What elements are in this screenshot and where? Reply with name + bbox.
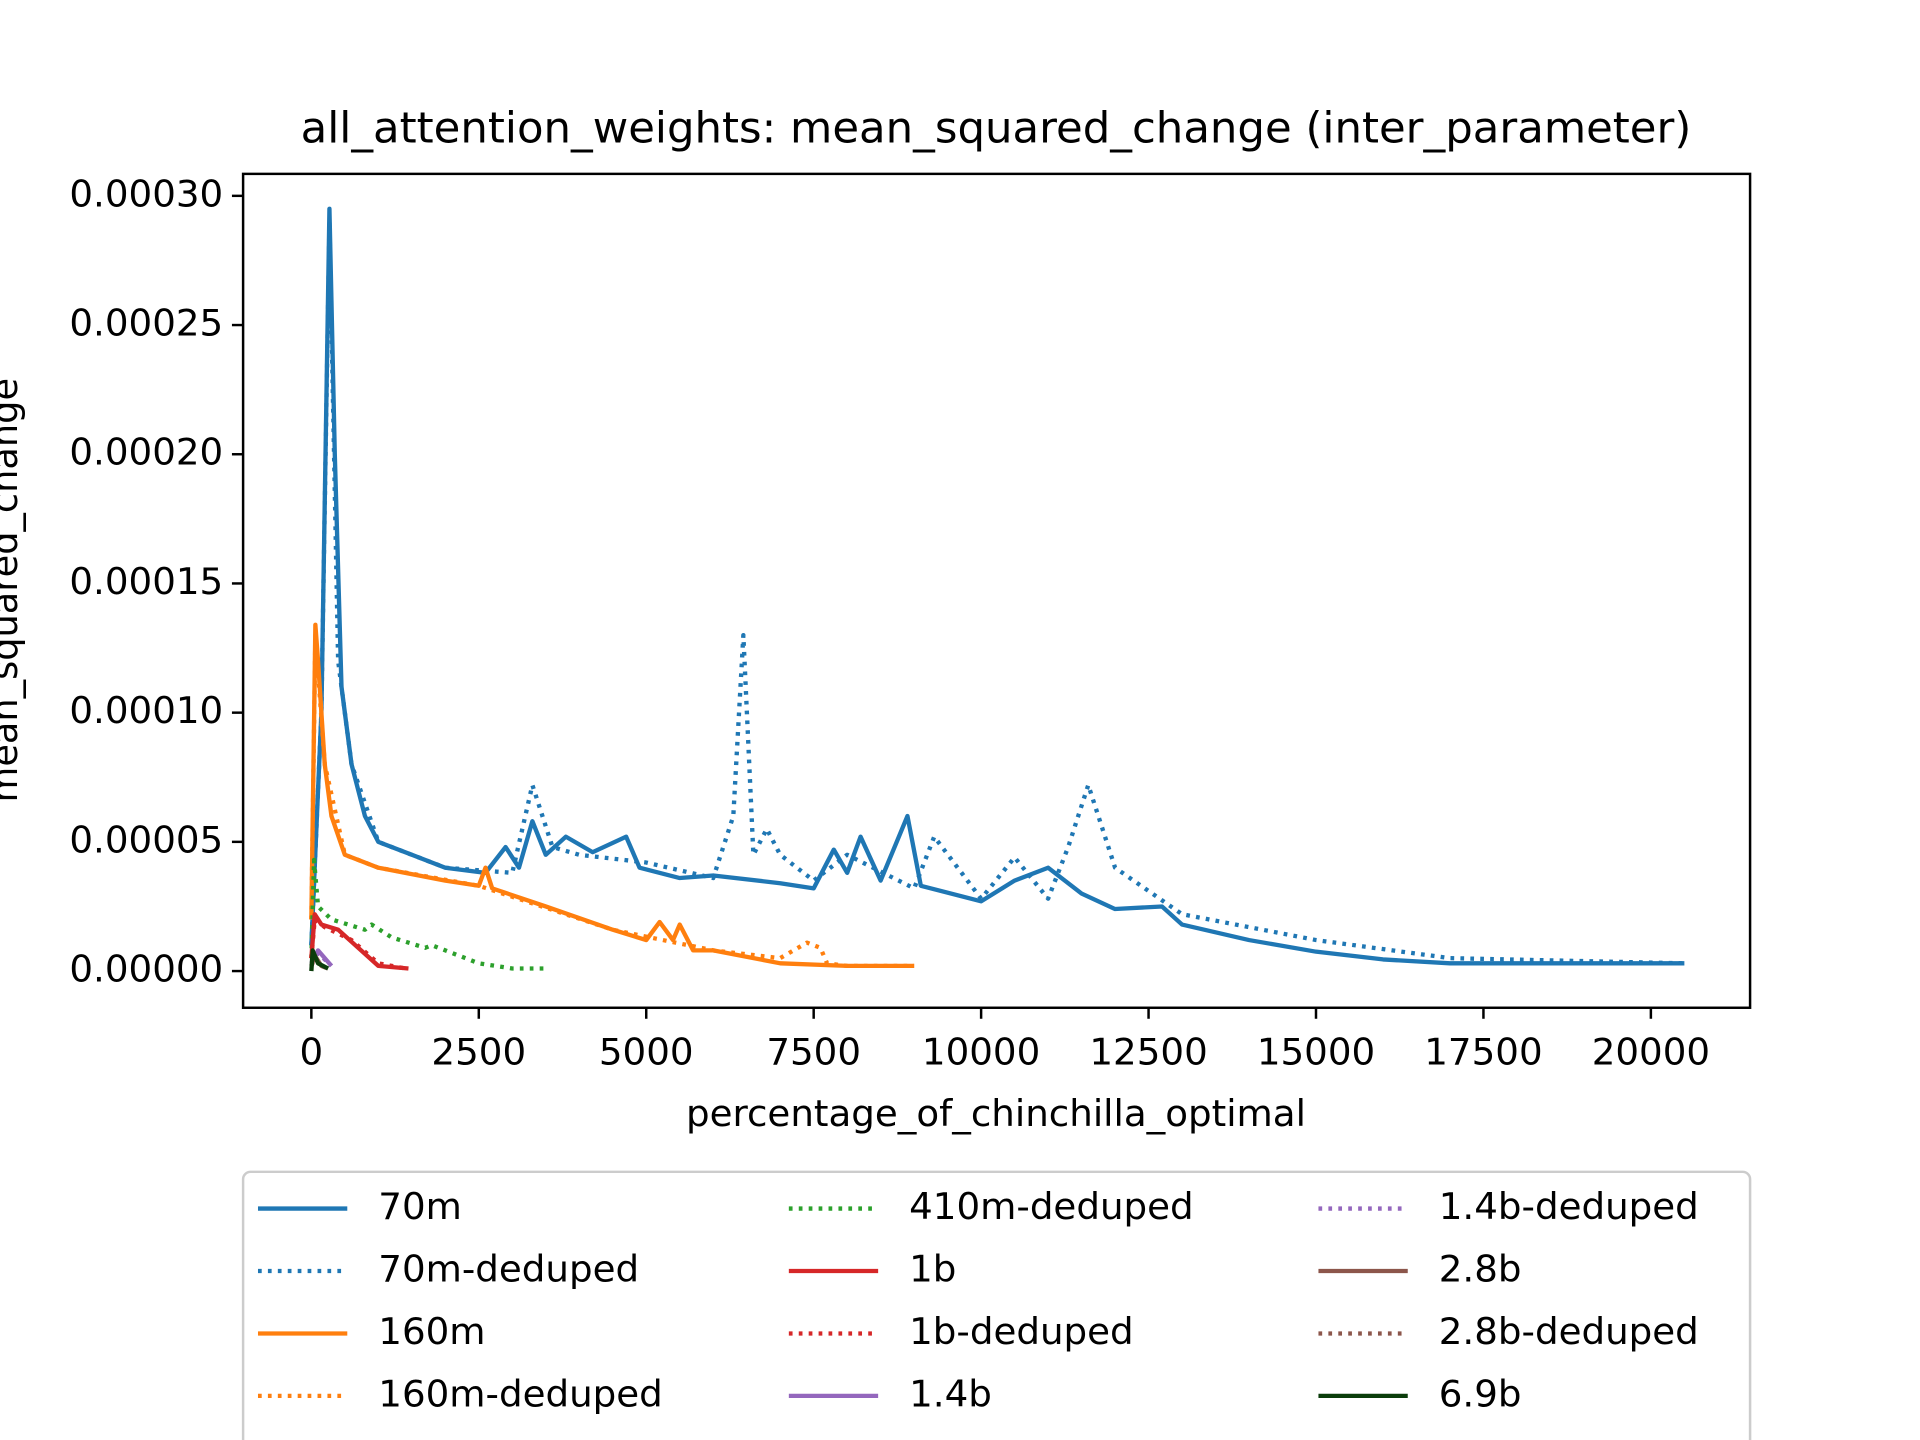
legend-box <box>241 1170 1752 1440</box>
legend-label: 70m-deduped <box>378 1248 639 1291</box>
y-tick-label: 0.00025 <box>69 302 223 345</box>
legend-label: 2.8b-deduped <box>1439 1310 1699 1353</box>
series-line <box>309 219 1685 966</box>
y-tick-label: 0.00005 <box>69 819 223 862</box>
x-tick-label: 17500 <box>1424 1031 1542 1074</box>
series-line <box>309 912 409 971</box>
y-tick-label: 0.00000 <box>69 948 223 991</box>
legend-label: 160m-deduped <box>378 1373 663 1416</box>
x-tick-label: 20000 <box>1592 1031 1710 1074</box>
legend-label: 160m <box>378 1310 485 1353</box>
legend-label: 6.9b <box>1439 1373 1522 1416</box>
legend-label: 2.8b <box>1439 1248 1522 1291</box>
series-line <box>309 948 330 972</box>
legend-label: 1b <box>909 1248 956 1291</box>
legend-label: 410m-deduped <box>909 1185 1194 1228</box>
x-tick-label: 12500 <box>1089 1031 1207 1074</box>
y-tick-label: 0.00020 <box>69 431 223 474</box>
plot-area <box>309 206 1685 972</box>
y-axis-label: mean_squared_change <box>0 378 26 803</box>
axes-frame <box>241 172 1752 1009</box>
x-tick-label: 5000 <box>599 1031 694 1074</box>
x-tick-label: 2500 <box>431 1031 526 1074</box>
series-line <box>309 950 333 968</box>
x-tick-label: 7500 <box>766 1031 861 1074</box>
series-line <box>309 206 1685 966</box>
series-line <box>309 857 546 971</box>
x-tick-label: 10000 <box>922 1031 1040 1074</box>
series-line <box>309 632 915 969</box>
series-line <box>309 917 406 971</box>
y-tick-label: 0.00015 <box>69 560 223 603</box>
legend-label: 1.4b <box>909 1373 992 1416</box>
x-tick-label: 15000 <box>1257 1031 1375 1074</box>
x-tick-label: 0 <box>300 1031 324 1074</box>
y-tick-label: 0.00030 <box>69 172 223 215</box>
legend-label: 1b-deduped <box>909 1310 1134 1353</box>
x-axis-label: percentage_of_chinchilla_optimal <box>686 1092 1306 1135</box>
legend-label: 1.4b-deduped <box>1439 1185 1699 1228</box>
y-tick-label: 0.00010 <box>69 689 223 732</box>
chart-title: all_attention_weights: mean_squared_chan… <box>301 104 1692 154</box>
legend-label: 70m <box>378 1185 462 1228</box>
